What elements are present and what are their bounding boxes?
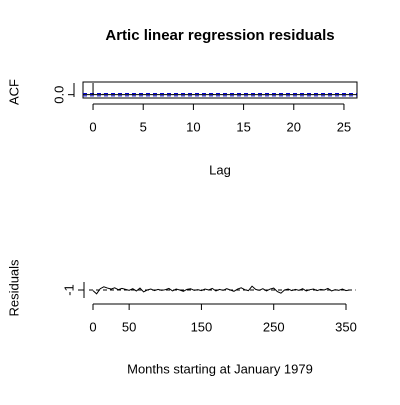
x-axis-label: Lag [209,162,231,177]
x-tick-label: 50 [122,319,136,334]
x-tick-label: 0 [89,119,96,134]
y-axis-label: ACF [6,79,21,105]
residual-line [92,285,350,295]
x-tick-label: 15 [236,119,250,134]
chart-title: Artic linear regression residuals [105,27,334,44]
x-tick-label: 20 [287,119,301,134]
x-tick-label: 25 [337,119,351,134]
x-axis-label: Months starting at January 1979 [127,361,313,376]
x-tick-label: 250 [263,319,285,334]
y-axis-label: Residuals [6,259,21,317]
plot-frame [82,81,358,99]
x-tick-label: 0 [89,319,96,334]
x-tick-label: 5 [140,119,147,134]
y-tick-label: -1 [61,284,76,296]
x-tick-label: 150 [191,319,213,334]
y-tick-label: 0.0 [51,86,66,104]
x-tick-label: 10 [186,119,200,134]
x-tick-label: 350 [335,319,357,334]
